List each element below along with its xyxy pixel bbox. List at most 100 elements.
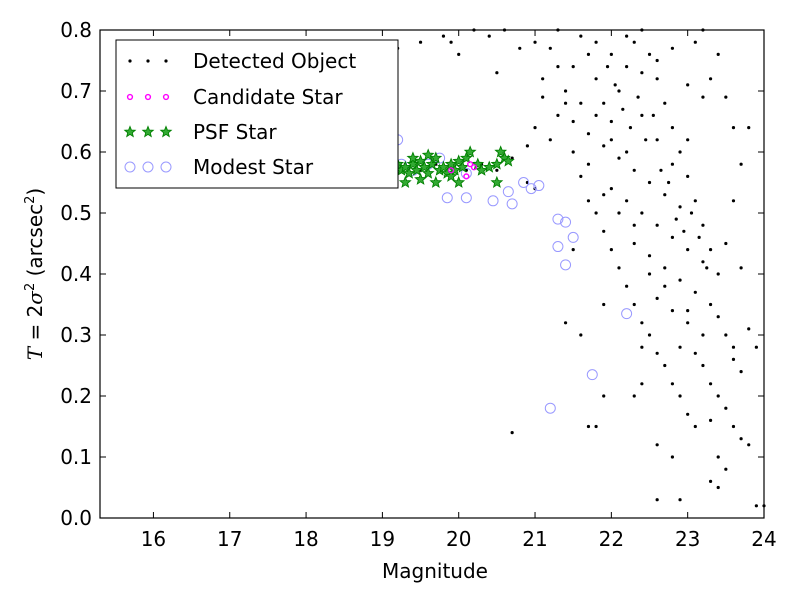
modest-star-point bbox=[460, 192, 472, 204]
detected-object-point bbox=[541, 77, 545, 81]
detected-object-point bbox=[594, 424, 598, 429]
detected-object-point bbox=[686, 309, 690, 313]
detected-object-point bbox=[716, 455, 720, 459]
legend-marker-modest-star bbox=[142, 161, 154, 173]
detected-object-point bbox=[571, 150, 575, 154]
detected-object-point bbox=[609, 248, 613, 252]
detected-object-point bbox=[533, 40, 537, 44]
detected-object-point bbox=[579, 101, 583, 105]
legend-marker-detected-object bbox=[164, 59, 168, 63]
series-modest-star bbox=[392, 134, 633, 414]
detected-object-point bbox=[655, 443, 659, 447]
detected-object-point bbox=[602, 229, 606, 233]
detected-object-point bbox=[571, 65, 575, 69]
psf-star-point bbox=[421, 166, 435, 179]
detected-object-point bbox=[670, 126, 675, 130]
detected-object-point bbox=[602, 101, 606, 105]
candidate-star-point bbox=[463, 173, 470, 180]
x-tick-label: 23 bbox=[675, 527, 700, 551]
detected-object-point bbox=[510, 431, 514, 435]
y-tick-label: 0.0 bbox=[60, 506, 92, 530]
detected-object-point bbox=[594, 40, 598, 44]
detected-object-point bbox=[708, 248, 713, 252]
psf-star-point bbox=[444, 169, 458, 182]
candidate-star-point bbox=[467, 161, 474, 168]
detected-object-point bbox=[716, 394, 720, 398]
y-tick-label: 0.1 bbox=[60, 445, 92, 469]
detected-object-point bbox=[556, 65, 560, 69]
detected-object-point bbox=[617, 156, 621, 160]
detected-object-point bbox=[693, 424, 697, 429]
y-tick-label: 0.4 bbox=[60, 262, 92, 286]
detected-object-point bbox=[670, 455, 675, 459]
detected-object-point bbox=[563, 101, 568, 105]
detected-object-point bbox=[689, 211, 694, 215]
psf-star-point bbox=[414, 172, 427, 185]
legend-marker-modest-star bbox=[124, 161, 136, 173]
psf-star-point bbox=[444, 157, 458, 170]
detected-object-point bbox=[655, 77, 659, 81]
psf-star-point bbox=[475, 163, 489, 176]
x-tick-label: 17 bbox=[217, 527, 242, 551]
detected-object-point bbox=[708, 77, 713, 81]
detected-object-point bbox=[594, 77, 598, 81]
y-tick-label: 0.2 bbox=[60, 384, 92, 408]
detected-object-point bbox=[632, 223, 636, 227]
detected-object-point bbox=[621, 107, 625, 111]
detected-object-point bbox=[548, 46, 552, 50]
y-axis-title-unit-open: (arcsec bbox=[23, 204, 47, 283]
detected-object-point bbox=[525, 144, 530, 148]
detected-object-point bbox=[693, 40, 697, 44]
plot-area bbox=[391, 28, 766, 508]
legend: Detected Object Candidate Star PSF Star … bbox=[115, 39, 399, 189]
psf-star-point bbox=[406, 151, 420, 164]
x-tick-label: 18 bbox=[293, 527, 318, 551]
detected-object-point bbox=[678, 345, 682, 349]
psf-star-point bbox=[490, 175, 504, 188]
detected-object-point bbox=[579, 174, 583, 178]
detected-object-point bbox=[651, 113, 655, 117]
detected-object-point bbox=[678, 205, 682, 209]
modest-star-point bbox=[560, 216, 572, 228]
detected-object-point bbox=[670, 235, 675, 239]
legend-marker-psf-star bbox=[123, 125, 137, 138]
detected-object-point bbox=[647, 333, 652, 337]
detected-object-point bbox=[548, 138, 552, 142]
detected-object-point bbox=[655, 138, 659, 142]
detected-object-point bbox=[441, 34, 446, 38]
detected-object-point bbox=[731, 199, 736, 203]
detected-object-point bbox=[731, 357, 736, 361]
psf-star-point bbox=[459, 151, 473, 164]
modest-star-point bbox=[560, 259, 572, 271]
detected-object-point bbox=[625, 199, 629, 203]
detected-object-point bbox=[686, 83, 690, 87]
detected-object-point bbox=[644, 138, 648, 142]
detected-object-point bbox=[708, 418, 713, 422]
detected-object-point bbox=[663, 363, 667, 368]
psf-star-point bbox=[402, 166, 416, 179]
psf-star-point bbox=[456, 160, 469, 173]
detected-object-point bbox=[640, 113, 644, 117]
detected-object-point bbox=[632, 394, 636, 398]
modest-star-point bbox=[586, 369, 598, 381]
x-tick-label: 22 bbox=[599, 527, 624, 551]
detected-object-point bbox=[674, 217, 678, 221]
legend-marker-candidate-star bbox=[144, 93, 152, 101]
psf-star-point bbox=[429, 175, 443, 188]
y-axis-title-unit-sq: 2 bbox=[23, 196, 38, 204]
detected-object-point bbox=[716, 272, 720, 276]
y-axis-title-unit-close: ) bbox=[23, 188, 47, 196]
psf-star-point bbox=[437, 160, 450, 173]
detected-object-point bbox=[747, 443, 751, 447]
detected-object-point bbox=[632, 241, 636, 246]
legend-marker-candidate-star bbox=[126, 93, 134, 101]
y-tick-label: 0.6 bbox=[60, 140, 92, 164]
psf-star-point bbox=[417, 160, 431, 173]
modest-star-point bbox=[502, 186, 514, 198]
detected-object-point bbox=[487, 34, 491, 38]
detected-object-point bbox=[632, 168, 636, 172]
y-axis: 0.0 0.1 0.2 0.3 0.4 0.5 0.6 0.7 0.8 bbox=[60, 18, 764, 530]
detected-object-point bbox=[449, 40, 453, 44]
detected-object-point bbox=[655, 223, 659, 227]
detected-object-point bbox=[655, 296, 659, 300]
